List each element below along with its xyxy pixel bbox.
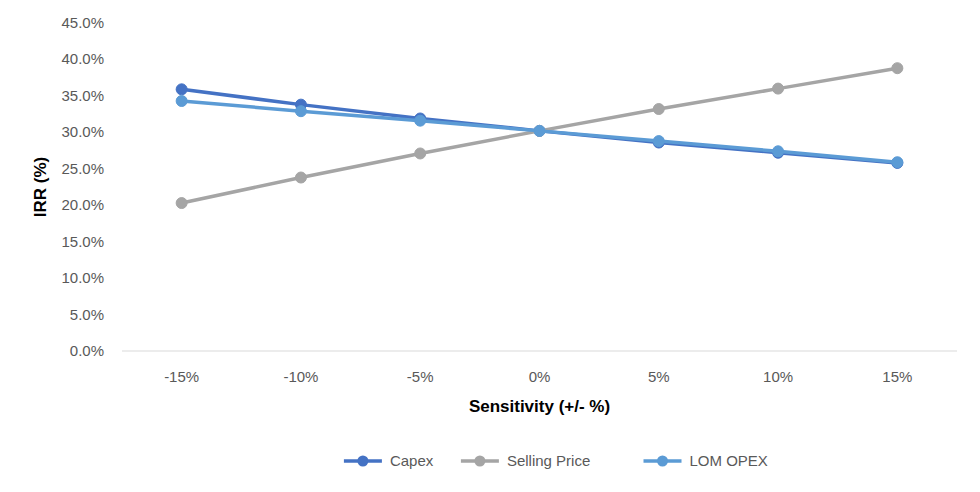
series-marker	[534, 125, 545, 136]
x-tick-label: -15%	[164, 368, 199, 385]
legend-label: Selling Price	[507, 452, 590, 469]
y-tick-label: 5.0%	[70, 306, 104, 323]
chart: 0.0% 5.0% 10.0% 15.0% 20.0% 25.0% 30.0% 35.0% 40…	[0, 0, 980, 492]
series-marker	[295, 172, 306, 183]
y-tick-label: 0.0%	[70, 342, 104, 359]
y-tick-label: 20.0%	[61, 196, 104, 213]
y-tick-label: 35.0%	[61, 87, 104, 104]
y-tick-label: 10.0%	[61, 269, 104, 286]
x-tick-label: -10%	[283, 368, 318, 385]
y-tick-label: 25.0%	[61, 160, 104, 177]
series-marker	[534, 125, 545, 136]
series-marker	[176, 198, 187, 209]
legend: Capex Selling Price LOM OPEX	[344, 452, 768, 469]
series-marker	[295, 106, 306, 117]
x-tick-label: 5%	[648, 368, 670, 385]
series-marker	[176, 84, 187, 95]
series-marker	[653, 136, 664, 147]
series-marker	[653, 104, 664, 115]
series-marker	[892, 63, 903, 74]
series-line	[182, 89, 898, 163]
y-tick-label: 30.0%	[61, 123, 104, 140]
series-line	[182, 68, 898, 203]
plot-area	[176, 63, 903, 209]
legend-marker	[657, 456, 668, 467]
y-tick-label: 40.0%	[61, 50, 104, 67]
x-tick-label: 10%	[763, 368, 793, 385]
x-axis-line	[122, 350, 957, 351]
series-marker	[773, 83, 784, 94]
y-axis-title: IRR (%)	[31, 157, 50, 217]
y-tick-label: 45.0%	[61, 14, 104, 31]
legend-label: LOM OPEX	[690, 452, 768, 469]
legend-label: Capex	[390, 452, 434, 469]
x-axis-title: Sensitivity (+/- %)	[469, 397, 610, 416]
legend-marker	[474, 456, 485, 467]
series-marker	[415, 148, 426, 159]
series-marker	[415, 115, 426, 126]
series-marker	[534, 125, 545, 136]
y-tick-label: 15.0%	[61, 233, 104, 250]
x-tick-label: 15%	[882, 368, 912, 385]
series-marker	[773, 146, 784, 157]
x-tick-label: -5%	[407, 368, 434, 385]
legend-marker	[357, 456, 368, 467]
series-marker	[892, 157, 903, 168]
x-tick-label: 0%	[529, 368, 551, 385]
series-marker	[892, 157, 903, 168]
series-marker	[176, 95, 187, 106]
series-line	[182, 101, 898, 162]
